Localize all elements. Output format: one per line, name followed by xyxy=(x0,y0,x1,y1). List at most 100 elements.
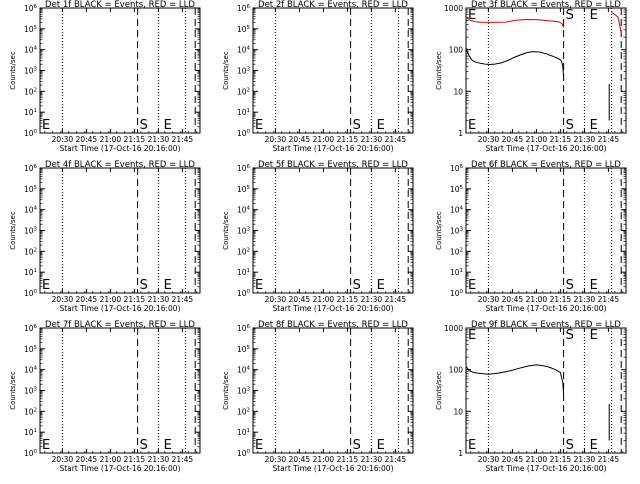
panel-title: Det 9f BLACK = Events, RED = LLD xyxy=(471,320,621,330)
y-tick-label: 100 xyxy=(449,46,464,55)
x-tick-label: 20:30 xyxy=(478,455,500,464)
y-tick-label: 103 xyxy=(450,227,464,236)
x-axis-label: Start Time (17-Oct-16 20:16:00) xyxy=(59,464,180,473)
y-tick-label: 102 xyxy=(450,247,463,256)
marker-label-e: E xyxy=(468,8,476,23)
y-tick-label: 103 xyxy=(237,227,251,236)
y-tick-label: 101 xyxy=(237,108,250,117)
x-tick-label: 20:30 xyxy=(478,295,500,304)
detector-panel-3f: Det 3f BLACK = Events, RED = LLD Counts/s… xyxy=(435,0,627,153)
x-tick-label: 21:30 xyxy=(148,295,170,304)
y-tick-label: 104 xyxy=(24,46,38,55)
marker-label-s: S xyxy=(353,438,361,453)
x-tick-label: 21:45 xyxy=(385,295,407,304)
y-tick-label: 105 xyxy=(24,185,38,194)
marker-label-e: E xyxy=(590,438,598,453)
y-tick-label: 104 xyxy=(450,206,464,215)
x-tick-label: 21:30 xyxy=(148,135,170,144)
y-tick-label: 106 xyxy=(24,164,38,173)
y-axis-label: Counts/sec xyxy=(435,211,443,250)
y-tick-label: 104 xyxy=(237,46,251,55)
panel-title: Det 3f BLACK = Events, RED = LLD xyxy=(471,0,621,10)
panel-title: Det 5f BLACK = Events, RED = LLD xyxy=(258,160,408,170)
y-tick-label: 102 xyxy=(24,407,37,416)
y-axis-label: Counts/sec xyxy=(222,371,230,410)
marker-label-e: E xyxy=(42,118,50,133)
y-tick-label: 1 xyxy=(458,129,463,138)
marker-label-s: S xyxy=(353,118,361,133)
y-tick-label: 104 xyxy=(237,366,251,375)
detector-panel-8f: Det 8f BLACK = Events, RED = LLD Counts/s… xyxy=(222,320,414,473)
y-tick-label: 101 xyxy=(237,428,250,437)
x-tick-label: 21:15 xyxy=(550,455,572,464)
y-tick-label: 101 xyxy=(237,268,250,277)
y-tick-label: 102 xyxy=(237,247,250,256)
plot-frame xyxy=(465,167,627,294)
x-axis-label: Start Time (17-Oct-16 20:16:00) xyxy=(485,464,606,473)
y-tick-label: 10 xyxy=(453,87,463,96)
x-tick-label: 20:30 xyxy=(265,295,287,304)
marker-label-e: E xyxy=(164,278,172,293)
marker-label-e: E xyxy=(255,118,263,133)
x-tick-label: 20:45 xyxy=(289,135,311,144)
y-tick-label: 101 xyxy=(24,108,37,117)
plot-frame xyxy=(39,327,201,454)
x-tick-label: 21:45 xyxy=(385,135,407,144)
x-tick-label: 21:45 xyxy=(598,455,620,464)
y-tick-label: 105 xyxy=(237,345,251,354)
x-tick-label: 21:00 xyxy=(100,295,122,304)
x-tick-label: 21:15 xyxy=(337,295,359,304)
y-tick-label: 1 xyxy=(458,449,463,458)
y-tick-label: 103 xyxy=(24,387,38,396)
x-tick-label: 20:30 xyxy=(52,135,74,144)
y-tick-label: 100 xyxy=(237,449,251,458)
detector-panel-9f: Det 9f BLACK = Events, RED = LLD Counts/s… xyxy=(435,320,627,473)
x-tick-label: 21:15 xyxy=(337,135,359,144)
panel-title: Det 4f BLACK = Events, RED = LLD xyxy=(45,160,195,170)
y-tick-label: 103 xyxy=(237,67,251,76)
x-tick-label: 21:15 xyxy=(124,455,146,464)
plot-frame xyxy=(465,7,627,134)
marker-label-s: S xyxy=(353,278,361,293)
x-tick-label: 21:30 xyxy=(361,135,383,144)
y-tick-label: 101 xyxy=(24,268,37,277)
x-tick-label: 20:30 xyxy=(265,135,287,144)
y-tick-label: 106 xyxy=(237,4,251,13)
x-tick-label: 21:00 xyxy=(526,455,548,464)
marker-label-e: E xyxy=(468,328,476,343)
panel-title: Det 2f BLACK = Events, RED = LLD xyxy=(258,0,408,10)
marker-label-e: E xyxy=(42,438,50,453)
plot-frame xyxy=(39,7,201,134)
x-tick-label: 21:30 xyxy=(574,455,596,464)
y-axis-label: Counts/sec xyxy=(435,51,443,90)
marker-label-e: E xyxy=(377,278,385,293)
y-tick-label: 104 xyxy=(24,366,38,375)
y-tick-label: 100 xyxy=(449,366,464,375)
y-tick-label: 105 xyxy=(24,345,38,354)
y-axis-label: Counts/sec xyxy=(9,371,17,410)
marker-label-s: S xyxy=(566,118,574,133)
plot-frame xyxy=(39,167,201,294)
x-tick-label: 20:30 xyxy=(52,295,74,304)
x-tick-label: 21:00 xyxy=(526,295,548,304)
x-tick-label: 21:45 xyxy=(598,135,620,144)
y-tick-label: 106 xyxy=(237,324,251,333)
y-tick-label: 103 xyxy=(24,67,38,76)
marker-label-e: E xyxy=(377,118,385,133)
y-axis-label: Counts/sec xyxy=(9,211,17,250)
y-tick-label: 101 xyxy=(24,428,37,437)
y-tick-label: 105 xyxy=(237,185,251,194)
detector-panel-6f: Det 6f BLACK = Events, RED = LLD Counts/s… xyxy=(435,160,627,313)
x-tick-label: 21:00 xyxy=(100,135,122,144)
panel-title: Det 7f BLACK = Events, RED = LLD xyxy=(45,320,195,330)
y-tick-label: 100 xyxy=(237,129,251,138)
y-tick-label: 101 xyxy=(450,268,463,277)
y-tick-label: 100 xyxy=(450,289,464,298)
marker-label-s: S xyxy=(140,278,148,293)
detector-panel-4f: Det 4f BLACK = Events, RED = LLD Counts/s… xyxy=(9,160,201,313)
x-tick-label: 20:45 xyxy=(76,455,98,464)
marker-label-s: S xyxy=(566,8,574,23)
x-tick-label: 20:45 xyxy=(76,135,98,144)
y-axis-label: Counts/sec xyxy=(222,211,230,250)
